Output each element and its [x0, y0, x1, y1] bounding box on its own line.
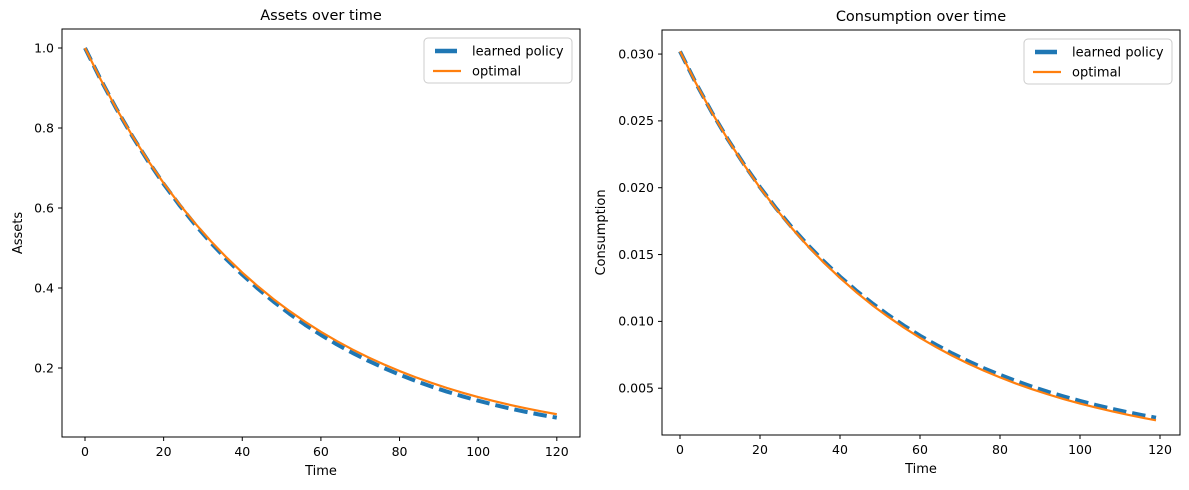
x-tick-label: 80: [392, 444, 408, 459]
learned-policy-line: [83, 47, 558, 420]
legend-optimal-label: optimal: [1072, 66, 1121, 81]
assets-subplot: 0 20 40 60 80 100 120 0.2 0.4 0.6 0.8 1.0 Assets ove…: [11, 8, 581, 479]
y-tick-label: 0.015: [618, 247, 654, 262]
chart-title: Consumption over time: [836, 9, 1006, 25]
x-axis-label: Time: [304, 464, 337, 479]
legend-learned-label: learned policy: [472, 45, 564, 60]
y-tick-label: 0.005: [618, 381, 654, 396]
x-tick-label: 0: [676, 442, 684, 457]
x-tick-label: 0: [81, 444, 89, 459]
x-axis-label: Time: [904, 462, 937, 477]
x-tick-label: 60: [912, 442, 928, 457]
legend: learned policy optimal: [423, 37, 573, 84]
y-tick-label: 1.0: [34, 40, 54, 55]
x-tick-label: 40: [832, 442, 848, 457]
x-tick-label: 100: [466, 444, 490, 459]
x-tick-label: 100: [1068, 442, 1092, 457]
x-tick-label: 40: [234, 444, 250, 459]
x-tick-label: 80: [992, 442, 1008, 457]
y-axis-label: Consumption: [594, 189, 609, 275]
y-tick-label: 0.030: [618, 46, 654, 61]
legend-learned-label: learned policy: [1072, 46, 1164, 61]
axes-frame: [61, 28, 581, 438]
x-tick-label: 120: [1148, 442, 1172, 457]
x-tick-label: 20: [752, 442, 768, 457]
y-axis-label: Assets: [11, 212, 26, 255]
y-tick-label: 0.4: [34, 280, 54, 295]
optimal-line: [679, 50, 1157, 422]
consumption-subplot: 0 20 40 60 80 100 120 0.005 0.010 0.015 0.020 0.025…: [594, 9, 1181, 477]
learned-policy-line: [678, 50, 1157, 420]
y-tick-label: 0.2: [34, 360, 54, 375]
y-tick-label: 0.020: [618, 180, 654, 195]
axes-frame: [661, 29, 1181, 436]
y-tick-label: 0.025: [618, 113, 654, 128]
x-tick-label: 120: [545, 444, 569, 459]
y-tick-label: 0.6: [34, 200, 54, 215]
optimal-line: [84, 47, 558, 416]
y-tick-label: 0.010: [618, 314, 654, 329]
legend-optimal-label: optimal: [472, 65, 521, 80]
x-tick-label: 20: [156, 444, 172, 459]
chart-title: Assets over time: [260, 8, 382, 24]
y-tick-label: 0.8: [34, 120, 54, 135]
legend: learned policy optimal: [1023, 38, 1173, 85]
x-tick-label: 60: [313, 444, 329, 459]
